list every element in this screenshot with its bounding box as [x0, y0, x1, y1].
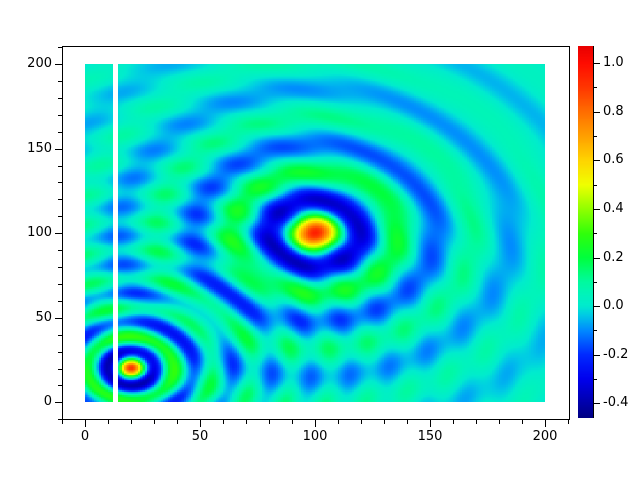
y-axis-tick-label: 150 [27, 140, 52, 156]
colorbar-minor-tick [593, 136, 597, 137]
colorbar-minor-tick [593, 233, 597, 234]
x-axis-major-tick [85, 420, 86, 427]
x-axis-minor-tick [522, 420, 523, 424]
y-axis-minor-tick [58, 369, 62, 370]
y-axis-major-tick [55, 233, 62, 234]
y-axis-minor-tick [58, 166, 62, 167]
x-axis-minor-tick [407, 420, 408, 424]
colorbar-tick-label: 0.4 [603, 200, 624, 216]
x-axis-minor-tick [361, 420, 362, 424]
y-axis-tick-label: 100 [27, 225, 52, 241]
colorbar-major-tick [593, 403, 600, 404]
colorbar-tick-label: 0.6 [603, 152, 624, 168]
y-axis-minor-tick [58, 81, 62, 82]
x-axis-minor-tick [338, 420, 339, 424]
colorbar-major-tick [593, 355, 600, 356]
y-axis-tick-label: 200 [27, 56, 52, 71]
y-axis-major-tick [55, 149, 62, 150]
y-axis-major-tick [55, 64, 62, 65]
y-axis-minor-tick [58, 301, 62, 302]
x-axis-minor-tick [499, 420, 500, 424]
colorbar-major-tick [593, 63, 600, 64]
colorbar-major-tick [593, 209, 600, 210]
y-axis-minor-tick [58, 284, 62, 285]
colorbar-major-tick [593, 112, 600, 113]
y-axis-minor-tick [58, 132, 62, 133]
colorbar-minor-tick [593, 282, 597, 283]
x-axis-minor-tick [476, 420, 477, 424]
colorbar-major-tick [593, 258, 600, 259]
x-axis-tick-label: 0 [80, 429, 90, 444]
y-axis-minor-tick [58, 182, 62, 183]
x-axis-major-tick [430, 420, 431, 427]
x-axis-minor-tick [246, 420, 247, 424]
x-axis-minor-tick [131, 420, 132, 424]
x-axis-minor-tick [453, 420, 454, 424]
heatmap-image [85, 64, 545, 402]
y-axis-minor-tick [58, 115, 62, 116]
y-axis-minor-tick [58, 352, 62, 353]
y-axis-minor-tick [58, 267, 62, 268]
y-axis-major-tick [55, 318, 62, 319]
y-axis-minor-tick [58, 199, 62, 200]
colorbar-tick-label: 1.0 [603, 55, 624, 70]
x-axis-minor-tick [108, 420, 109, 424]
x-axis-tick-label: 50 [191, 429, 209, 444]
x-axis-tick-label: 200 [532, 429, 558, 444]
x-axis-minor-tick [292, 420, 293, 424]
y-axis-minor-tick [58, 98, 62, 99]
y-axis-minor-tick [58, 216, 62, 217]
x-axis-minor-tick [177, 420, 178, 424]
x-axis-tick-label: 150 [417, 429, 443, 444]
y-axis-tick-label: 0 [43, 394, 52, 410]
x-axis-major-tick [315, 420, 316, 427]
y-axis-minor-tick [58, 47, 62, 48]
masked-column-stripe [112, 64, 119, 402]
y-axis-minor-tick [58, 385, 62, 386]
colorbar-major-tick [593, 306, 600, 307]
x-axis-minor-tick [568, 420, 569, 424]
colorbar-minor-tick [593, 330, 597, 331]
colorbar-axis-line [593, 46, 594, 418]
y-axis-minor-tick [58, 419, 62, 420]
x-axis-minor-tick [384, 420, 385, 424]
y-axis-major-tick [55, 402, 62, 403]
y-axis-tick-label: 50 [35, 309, 52, 325]
colorbar-tick-label: -0.4 [603, 395, 629, 411]
colorbar-major-tick [593, 160, 600, 161]
colorbar-gradient [578, 46, 593, 418]
x-axis-minor-tick [62, 420, 63, 424]
colorbar-tick-label: 0.0 [603, 298, 624, 314]
x-axis-minor-tick [223, 420, 224, 424]
colorbar-minor-tick [593, 185, 597, 186]
colorbar-tick-label: -0.2 [603, 346, 629, 362]
y-axis-minor-tick [58, 335, 62, 336]
y-axis-minor-tick [58, 250, 62, 251]
colorbar-tick-label: 0.8 [603, 103, 624, 119]
colorbar-minor-tick [593, 379, 597, 380]
x-axis-minor-tick [269, 420, 270, 424]
x-axis-major-tick [200, 420, 201, 427]
x-axis-tick-label: 100 [302, 429, 328, 444]
colorbar-tick-label: 0.2 [603, 249, 624, 265]
x-axis-minor-tick [154, 420, 155, 424]
x-axis-major-tick [545, 420, 546, 427]
colorbar-minor-tick [593, 87, 597, 88]
plot-frame [62, 46, 570, 420]
